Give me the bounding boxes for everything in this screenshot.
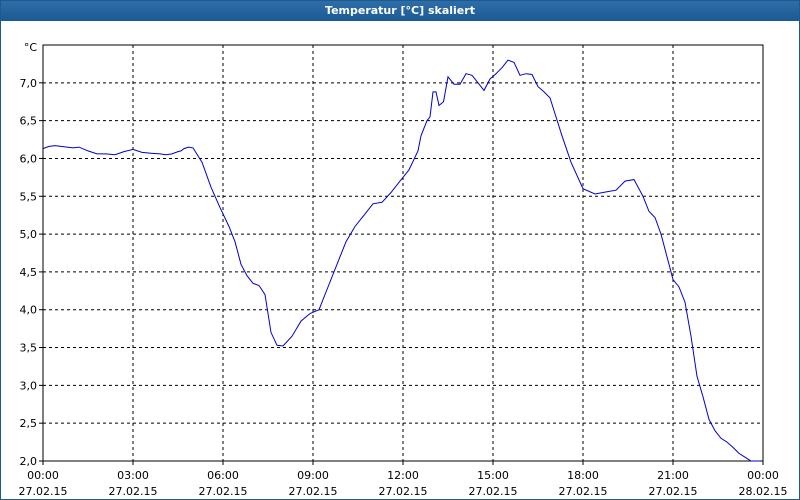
y-tick-label: 3,0 <box>20 379 38 392</box>
x-tick-time: 18:00 <box>567 469 599 482</box>
y-tick-label: 4,0 <box>20 304 38 317</box>
y-tick-label: 4,5 <box>20 266 38 279</box>
x-tick-time: 15:00 <box>477 469 509 482</box>
x-tick-date: 27.02.15 <box>379 485 428 498</box>
y-tick-label: 7,0 <box>20 77 38 90</box>
y-tick-label: 6,0 <box>20 152 38 165</box>
x-tick-time: 03:00 <box>117 469 149 482</box>
chart-series <box>42 59 760 462</box>
temperature-chart: 2,02,53,03,54,04,55,05,56,06,57,0 00:002… <box>19 41 788 498</box>
temperature-series-line <box>42 59 760 462</box>
x-tick-date: 27.02.15 <box>109 485 158 498</box>
x-tick-date: 28.02.15 <box>739 485 788 498</box>
x-axis-ticks: 00:00 27.02.15 03:00 27.02.15 06:00 27.02.15 0… <box>19 469 788 498</box>
x-tick-date: 27.02.15 <box>289 485 338 498</box>
x-tick-time: 09:00 <box>297 469 329 482</box>
y-tick-label: 6,5 <box>20 115 38 128</box>
x-tick-date: 27.02.15 <box>19 485 68 498</box>
x-tick-time: 00:00 <box>747 469 779 482</box>
x-tick-date: 27.02.15 <box>199 485 248 498</box>
y-tick-label: 5,0 <box>20 228 38 241</box>
window-title: Temperatur [°C] skaliert <box>1 1 799 21</box>
y-axis-ticks: 2,0 2,5 3,0 3,5 4,0 4,5 5,0 5,5 6,0 6,5 7,0 <box>20 77 38 468</box>
x-tick-time: 00:00 <box>27 469 59 482</box>
x-tick-time: 21:00 <box>657 469 689 482</box>
y-tick-label: 3,5 <box>20 342 38 355</box>
x-tick-date: 27.02.15 <box>649 485 698 498</box>
y-tick-label: 5,5 <box>20 190 38 203</box>
chart-grid <box>39 44 764 465</box>
x-tick-time: 06:00 <box>207 469 239 482</box>
x-tick-date: 27.02.15 <box>559 485 608 498</box>
x-tick-time: 12:00 <box>387 469 419 482</box>
y-axis-unit: °C <box>24 41 38 54</box>
x-tick-date: 27.02.15 <box>469 485 518 498</box>
y-tick-label: 2,5 <box>20 417 38 430</box>
y-tick-label: 2,0 <box>20 455 38 468</box>
